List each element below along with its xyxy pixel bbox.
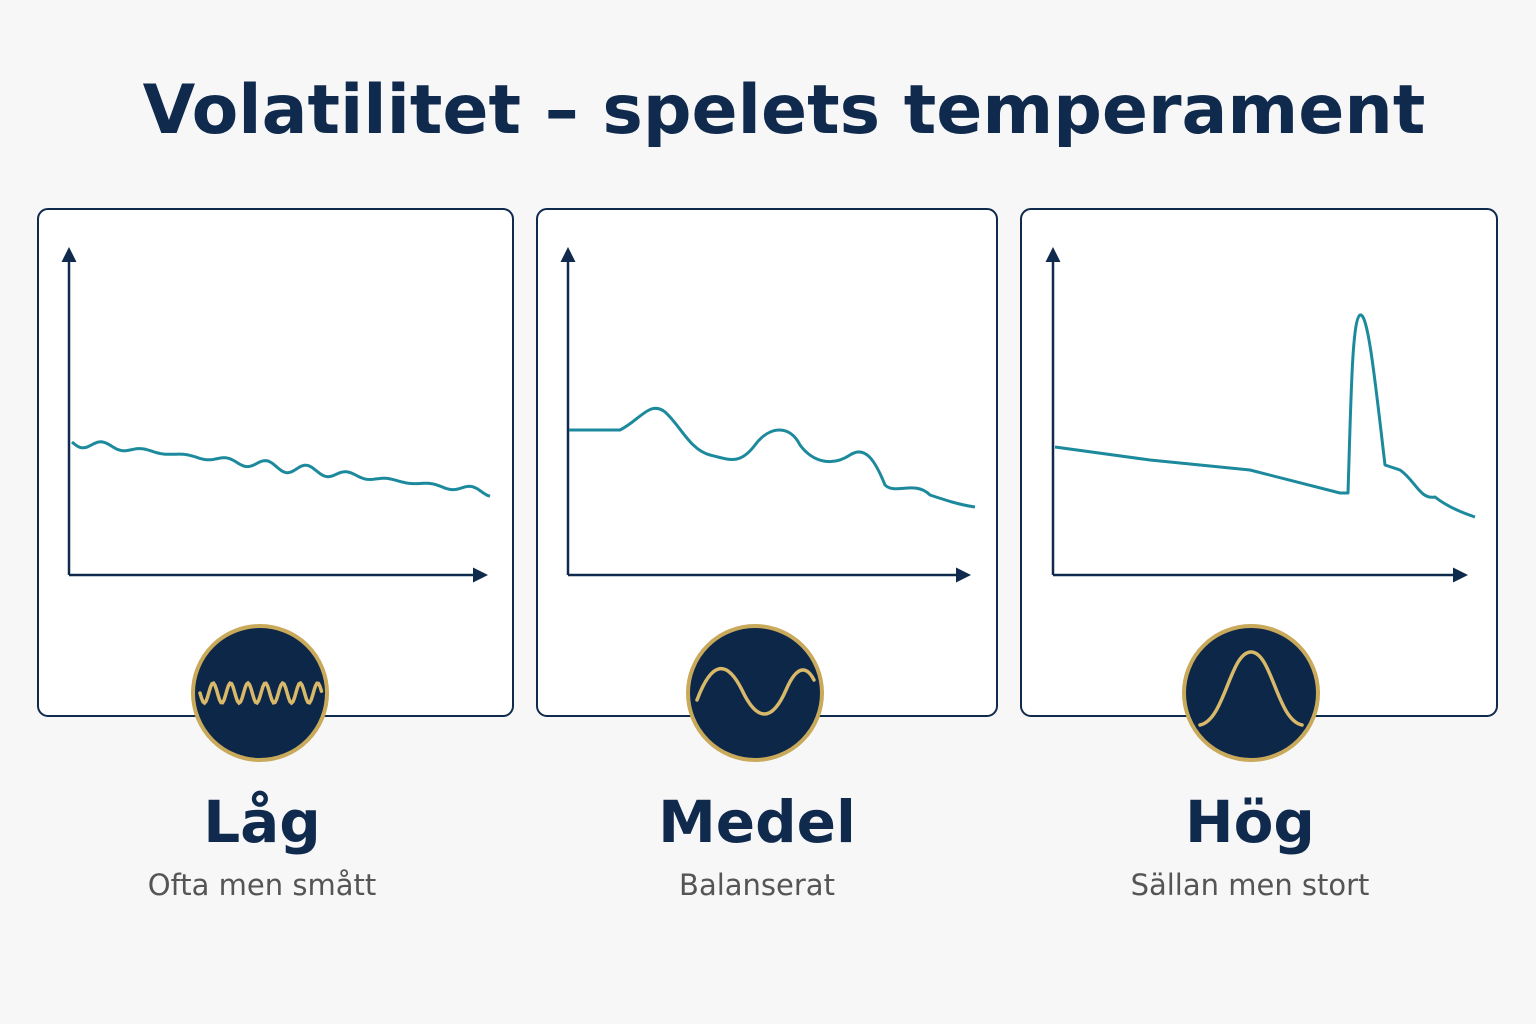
panel-label: Hög xyxy=(1185,788,1315,856)
panel-label: Låg xyxy=(203,788,321,856)
badge xyxy=(686,624,824,762)
curve xyxy=(71,440,491,498)
panel-caption: Ofta men smått xyxy=(148,868,376,902)
icon xyxy=(198,680,324,706)
panel-label: Medel xyxy=(658,788,856,856)
panel-caption: Balanserat xyxy=(679,868,835,902)
icon xyxy=(695,667,816,716)
curve xyxy=(1054,313,1476,519)
title: Volatilitet – spelets temperament xyxy=(143,71,1426,150)
panel-caption: Sällan men stort xyxy=(1131,868,1370,902)
badge xyxy=(1182,624,1320,762)
curve xyxy=(569,406,976,509)
icon xyxy=(1198,650,1304,727)
